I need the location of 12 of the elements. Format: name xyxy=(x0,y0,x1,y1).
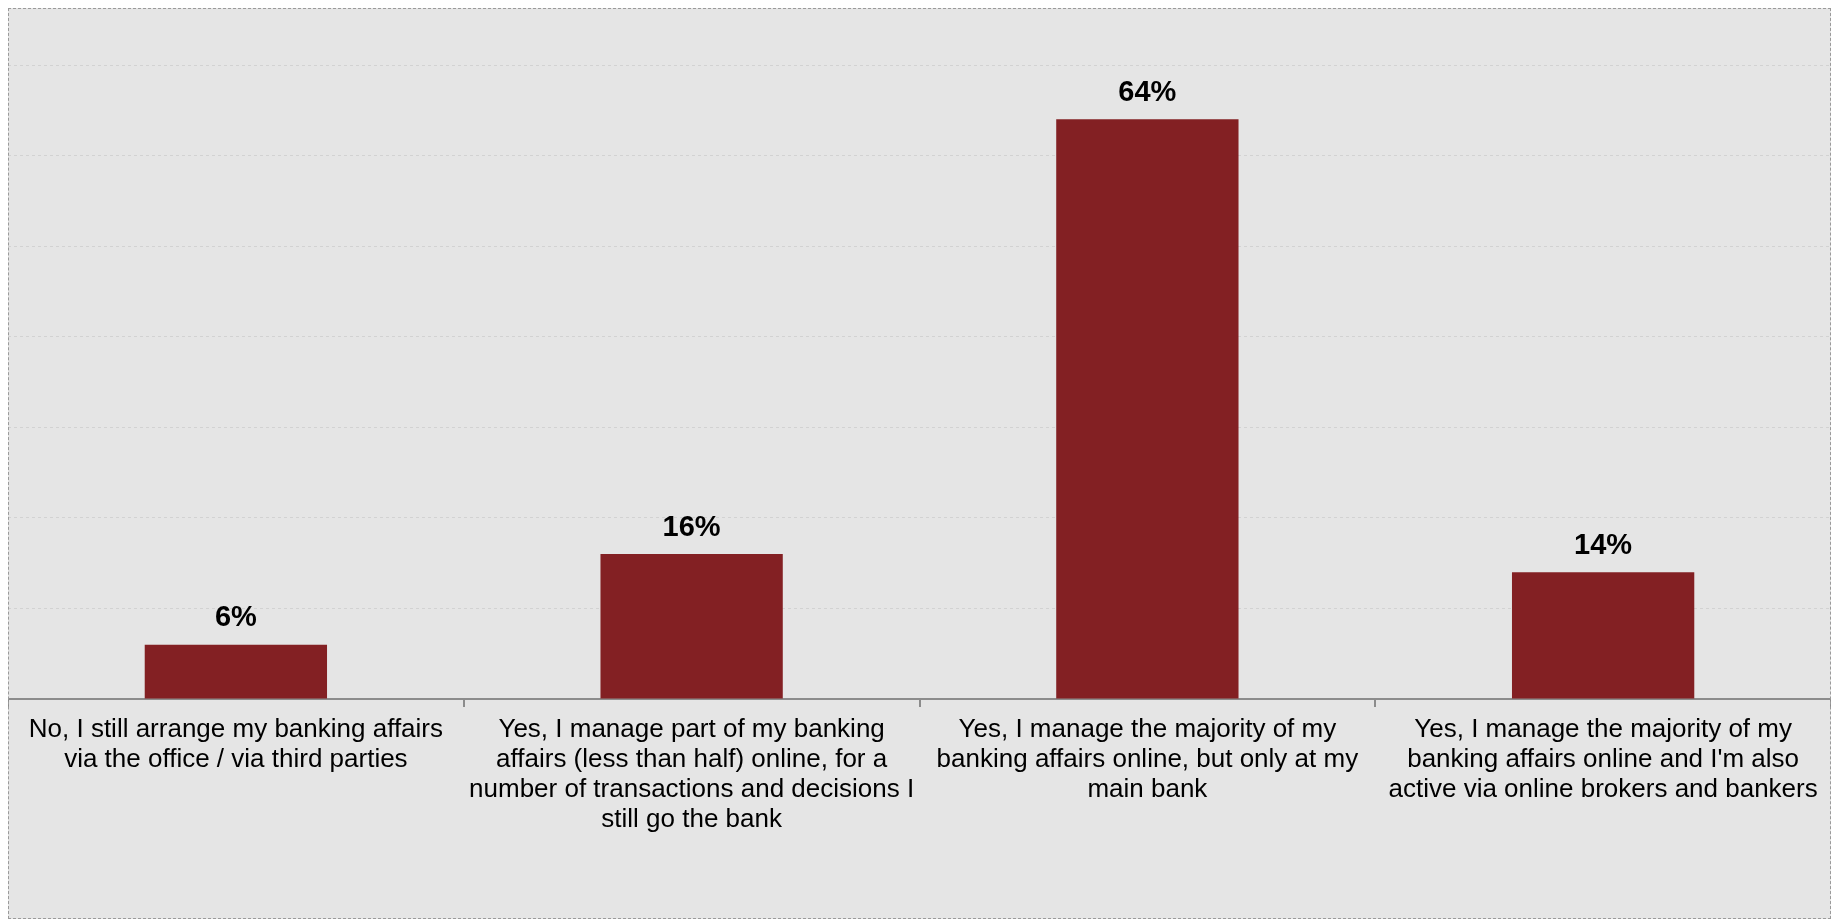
x-tick-label: Yes, I manage the majority of my banking affairs online, but only at my main bank xyxy=(936,713,1359,803)
x-tick-label: Yes, I manage part of my banking affairs (less than half) online, for a number of transactions and decisions I still go the bank xyxy=(469,713,915,833)
bar xyxy=(1056,119,1239,699)
data-label: 16% xyxy=(662,509,721,542)
data-label: 64% xyxy=(1118,74,1177,107)
x-tick-label: Yes, I manage the majority of my banking affairs online and I'm also active via online brokers and bankers xyxy=(1388,713,1818,803)
data-label: 14% xyxy=(1574,527,1633,560)
x-tick-label: No, I still arrange my banking affairs via the office / via third parties xyxy=(28,713,444,774)
data-label: 6% xyxy=(214,600,258,633)
bar xyxy=(600,554,783,699)
bar xyxy=(1511,572,1695,699)
bar xyxy=(144,644,328,699)
